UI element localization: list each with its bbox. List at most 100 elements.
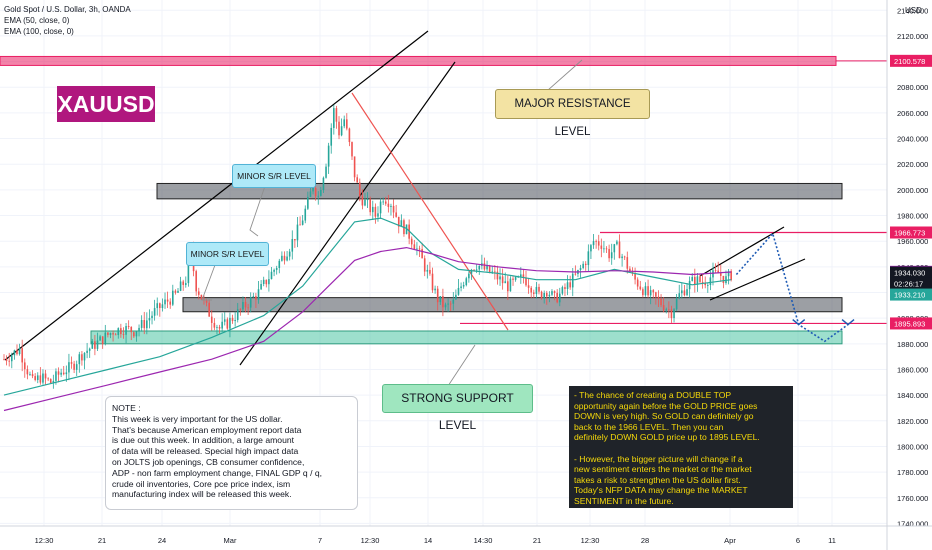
- legend-symbol[interactable]: Gold Spot / U.S. Dollar, 3h, OANDA: [4, 5, 131, 14]
- price-axis[interactable]: 1740.000 1760.000 1780.000 1800.000 1820.000…: [886, 0, 932, 550]
- candle-body: [569, 282, 571, 288]
- candle-body: [133, 332, 135, 337]
- candle-body: [226, 319, 229, 329]
- trendlines: [4, 30, 806, 366]
- candle-body: [301, 220, 304, 225]
- candle-body: [397, 216, 400, 227]
- candle-body: [413, 244, 416, 249]
- candle-body: [296, 224, 299, 241]
- candle-body: [286, 256, 288, 261]
- candle-body: [548, 294, 551, 297]
- candle-body: [304, 208, 307, 221]
- candle-body: [68, 362, 70, 373]
- candle-body: [507, 281, 509, 292]
- candle-body: [369, 199, 371, 213]
- candle-body: [525, 277, 527, 286]
- legend-ema50[interactable]: EMA (50, close, 0): [4, 16, 70, 25]
- candle-body: [229, 317, 231, 329]
- candle-body: [234, 319, 236, 322]
- candle-body: [312, 188, 314, 192]
- candle-body: [621, 256, 623, 259]
- candle-body: [449, 303, 452, 305]
- candle-body: [197, 291, 200, 295]
- candle-body: [94, 341, 96, 349]
- candle-body: [275, 268, 278, 270]
- candle-body: [673, 309, 675, 319]
- candle-body: [616, 241, 618, 245]
- candle-body: [86, 350, 88, 353]
- candle-body: [364, 199, 366, 206]
- candle-body: [47, 378, 49, 380]
- candle-body: [10, 355, 13, 362]
- currency-label: USD: [905, 6, 922, 15]
- candle-body: [52, 380, 55, 383]
- candle-body: [213, 322, 216, 328]
- candle-body: [532, 292, 535, 294]
- candle-body: [691, 276, 694, 281]
- analysis-box: - The chance of creating a DOUBLE TOP op…: [569, 386, 793, 508]
- candle-body: [439, 296, 442, 303]
- candle-body: [719, 273, 722, 276]
- candle-body: [270, 271, 273, 280]
- candle-body: [558, 293, 561, 303]
- candle-body: [626, 257, 629, 269]
- candle-body: [109, 333, 112, 335]
- time-tick-label: 14: [424, 536, 432, 545]
- candle-body: [478, 265, 481, 270]
- candle-body: [410, 238, 413, 245]
- candle-body: [151, 315, 153, 319]
- callout-connector: [249, 185, 266, 237]
- time-axis[interactable]: 12:30 21 24 Mar 7 12:30 14 14:30 21 12:30 28 Apr 6 11: [0, 525, 932, 545]
- time-tick-label: 12:30: [361, 536, 380, 545]
- candle-body: [696, 276, 699, 285]
- price-tick-label: 2000.000: [897, 186, 928, 195]
- candle-body: [486, 265, 488, 270]
- candle-body: [543, 292, 545, 299]
- candle-body: [31, 374, 34, 377]
- candle-body: [343, 119, 346, 127]
- candle-body: [426, 269, 429, 272]
- candle-body: [16, 350, 18, 355]
- price-tick-label: 1880.000: [897, 340, 928, 349]
- candle-body: [340, 126, 343, 136]
- time-tick-label: 14:30: [474, 536, 493, 545]
- candle-body: [62, 372, 65, 375]
- price-badge-label: 02:26:17: [894, 280, 923, 289]
- candle-body: [530, 287, 533, 293]
- candle-body: [457, 287, 460, 295]
- time-tick-label: Mar: [224, 536, 237, 545]
- trendline: [699, 226, 785, 277]
- candle-body: [579, 267, 582, 270]
- candle-body: [712, 270, 714, 278]
- price-badge: [890, 54, 932, 67]
- candle-body: [231, 317, 234, 322]
- candle-body: [623, 256, 626, 258]
- candle-body: [496, 271, 499, 280]
- candle-body: [722, 275, 725, 284]
- candle-body: [291, 239, 294, 252]
- candle-body: [655, 292, 657, 297]
- candle-body: [91, 341, 94, 349]
- candle-body: [681, 290, 683, 294]
- candle-body: [322, 177, 325, 191]
- price-badge: [890, 277, 932, 290]
- candle-body: [44, 373, 47, 379]
- legend-ema100[interactable]: EMA (100, close, 0): [4, 27, 74, 36]
- forecast-arrowhead: [792, 319, 806, 326]
- candle-body: [636, 279, 639, 287]
- candle-body: [3, 359, 5, 361]
- candle-body: [138, 327, 140, 332]
- candle-body: [468, 273, 470, 279]
- trendline: [4, 30, 429, 361]
- strong-support-zone: [90, 330, 843, 345]
- candle-body: [81, 354, 83, 361]
- candle-body: [431, 273, 434, 291]
- candle-body: [143, 320, 146, 329]
- candle-body: [540, 291, 543, 299]
- candle-body: [392, 205, 395, 213]
- candle-body: [317, 195, 320, 197]
- price-tick-label: 1820.000: [897, 417, 928, 426]
- candle-body: [717, 270, 719, 274]
- candle-body: [177, 290, 179, 293]
